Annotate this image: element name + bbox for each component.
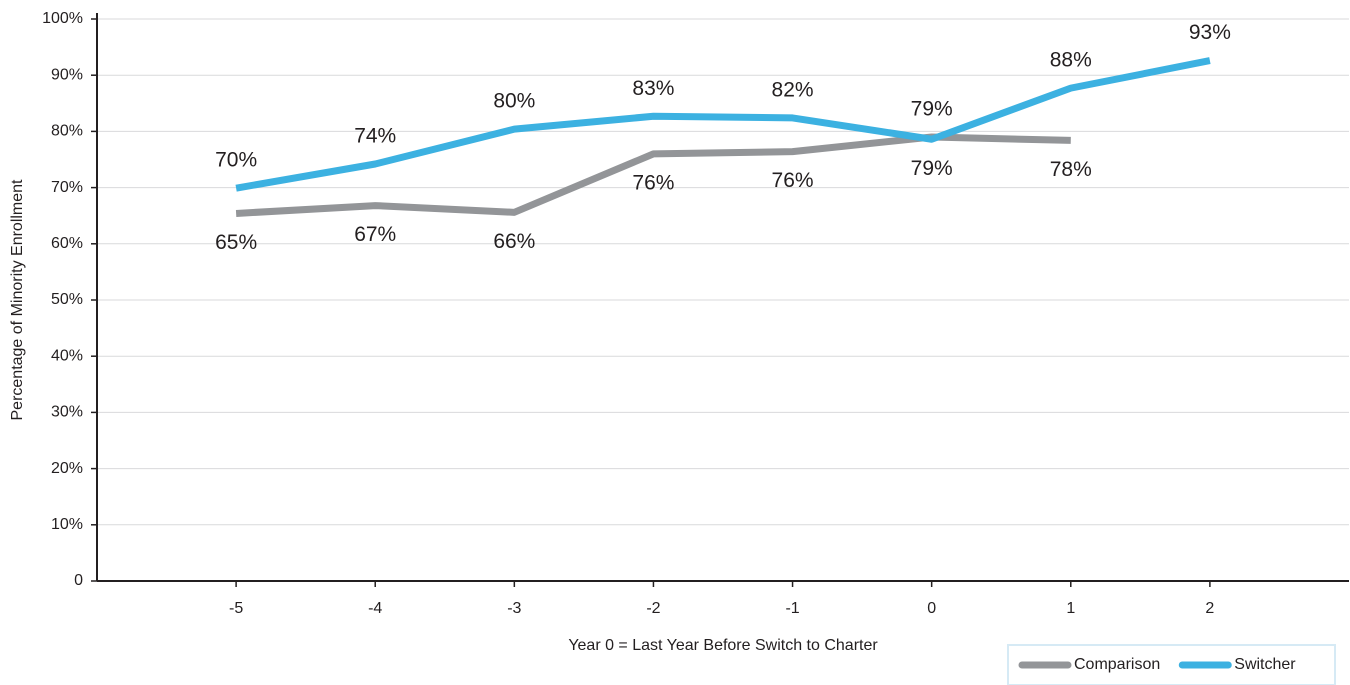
value-label: 70% [215,149,257,172]
legend-label: Comparison [1074,656,1160,673]
x-tick-label: 1 [1066,600,1075,617]
y-tick-label: 80% [51,123,83,140]
y-tick-label: 60% [51,235,83,252]
value-label: 93% [1189,21,1231,44]
value-label: 83% [632,77,674,100]
x-tick-label: -4 [368,600,382,617]
x-tick-label: -3 [507,600,521,617]
y-axis-title: Percentage of Minority Enrollment [9,179,26,421]
x-tick-label: -2 [646,600,660,617]
y-tick-label: 30% [51,404,83,421]
y-tick-label: 100% [42,10,83,27]
value-label: 76% [772,169,814,192]
y-tick-label: 90% [51,66,83,83]
value-label: 76% [632,171,674,194]
x-tick-label: 0 [927,600,936,617]
series-line [235,57,1211,192]
y-tick-label: 40% [51,347,83,364]
value-label: 67% [354,223,396,246]
value-label: 82% [772,78,814,101]
x-tick-label: 2 [1205,600,1214,617]
legend-label: Switcher [1234,656,1296,673]
y-tick-label: 0 [74,572,83,589]
x-axis-title: Year 0 = Last Year Before Switch to Char… [568,637,878,654]
value-label: 80% [493,90,535,113]
value-label: 78% [1050,158,1092,181]
y-tick-label: 10% [51,516,83,533]
y-tick-label: 50% [51,291,83,308]
value-label: 74% [354,125,396,148]
value-label: 88% [1050,49,1092,72]
value-label: 65% [215,231,257,254]
y-tick-label: 70% [51,179,83,196]
legend: Comparison Switcher [1007,644,1336,685]
value-label: 79% [911,98,953,121]
y-tick-label: 20% [51,460,83,477]
x-tick-label: -5 [229,600,243,617]
value-label: 66% [493,230,535,253]
value-label: 79% [911,157,953,180]
x-tick-label: -1 [785,600,799,617]
